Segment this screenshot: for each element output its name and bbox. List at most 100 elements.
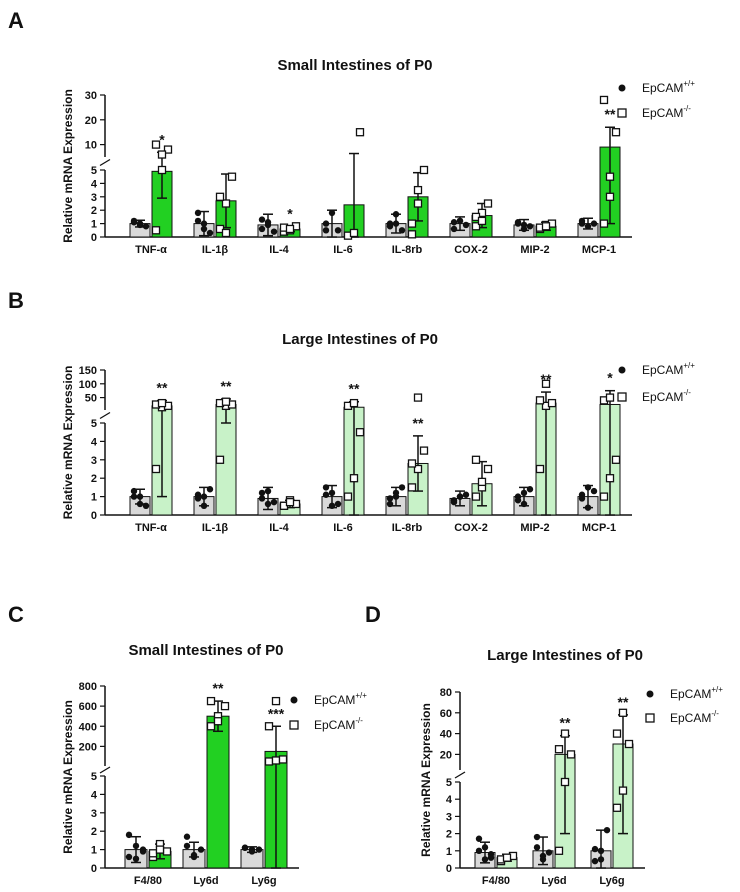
data-point — [566, 750, 576, 759]
data-point — [597, 847, 605, 854]
legend-marker — [617, 108, 627, 118]
data-point — [533, 833, 541, 841]
data-point — [215, 455, 225, 464]
data-point — [545, 849, 553, 856]
data-point — [139, 848, 147, 855]
data-point — [194, 209, 202, 217]
data-point — [349, 228, 359, 238]
data-point — [599, 95, 609, 105]
y-tick-label: 800 — [79, 681, 97, 693]
y-tick-label: 150 — [79, 365, 97, 377]
data-point — [227, 172, 237, 181]
data-point — [206, 722, 216, 731]
x-tick-label: MCP-1 — [582, 522, 616, 534]
chart-title: Large Intestines of P0 — [487, 647, 643, 664]
data-point — [200, 220, 208, 227]
data-point — [584, 223, 592, 230]
data-point — [597, 856, 605, 863]
data-point — [413, 185, 423, 195]
data-point — [520, 489, 528, 497]
data-point — [200, 493, 208, 500]
legend-marker — [290, 696, 298, 704]
data-point — [477, 216, 487, 226]
data-point — [220, 701, 230, 711]
legend-marker — [618, 366, 626, 374]
y-tick-label: 50 — [85, 393, 97, 405]
data-point — [163, 145, 173, 154]
data-point — [392, 211, 400, 218]
data-point — [206, 486, 214, 493]
data-point — [578, 220, 586, 227]
data-point — [271, 756, 281, 765]
axis-break-mark — [99, 766, 111, 774]
axis-break-mark — [454, 771, 466, 779]
data-point — [264, 219, 272, 226]
data-point — [386, 495, 394, 502]
data-point — [599, 219, 609, 228]
data-point — [407, 459, 417, 468]
data-point — [514, 220, 522, 227]
x-tick-label: IL-8rb — [392, 522, 423, 534]
data-point — [355, 428, 365, 437]
significance-marker: ** — [413, 415, 424, 431]
data-point — [132, 855, 140, 862]
significance-marker: *** — [268, 705, 285, 721]
y-tick-label: 2 — [91, 826, 97, 838]
data-point — [264, 500, 272, 508]
data-point — [278, 755, 288, 764]
data-point — [221, 199, 231, 208]
y-axis-label: Relative mRNA Expression — [61, 700, 75, 854]
data-point — [213, 717, 223, 726]
legend-label: EpCAM+/+ — [642, 79, 695, 95]
panel-d: D Large Intestines of P0 Relative mRNA Exp… — [365, 602, 723, 887]
y-tick-label: 4 — [91, 436, 98, 448]
panel-a: A Small Intestines of P0 Relative mRNA Exp… — [8, 8, 695, 256]
chart-title: Large Intestines of P0 — [282, 331, 438, 348]
significance-marker: ** — [541, 371, 552, 387]
chart-title: Small Intestines of P0 — [128, 642, 283, 659]
legend-label: EpCAM+/+ — [670, 685, 723, 701]
data-point — [270, 498, 278, 506]
panel-label: C — [8, 602, 24, 627]
x-tick-label: IL-6 — [333, 522, 353, 534]
data-point — [334, 227, 342, 234]
data-point — [541, 379, 551, 388]
x-tick-label: MCP-1 — [582, 244, 616, 256]
data-point — [591, 845, 599, 853]
data-point — [258, 216, 266, 223]
data-point — [605, 474, 615, 483]
data-point — [392, 493, 400, 500]
data-point — [611, 455, 621, 464]
data-point — [514, 497, 522, 504]
data-point — [136, 500, 144, 508]
data-point — [285, 497, 295, 507]
data-point — [157, 398, 167, 408]
data-point — [162, 847, 172, 856]
y-tick-label: 4 — [91, 178, 98, 190]
data-point — [407, 219, 417, 228]
data-point — [477, 477, 487, 487]
significance-marker: ** — [605, 106, 616, 122]
data-point — [554, 846, 564, 855]
y-tick-label: 200 — [79, 741, 97, 753]
data-point — [590, 487, 598, 495]
bar — [206, 715, 230, 869]
y-tick-label: 10 — [85, 140, 97, 152]
x-tick-label: F4/80 — [134, 875, 162, 887]
data-point — [578, 495, 586, 502]
data-point — [612, 803, 622, 812]
significance-marker: * — [607, 370, 613, 386]
data-point — [151, 140, 161, 149]
data-point — [215, 192, 225, 201]
data-point — [612, 729, 622, 738]
data-point — [456, 217, 464, 225]
data-point — [475, 847, 483, 854]
data-point — [605, 192, 615, 201]
legend-label: EpCAM+/+ — [642, 361, 695, 377]
significance-marker: ** — [213, 680, 224, 696]
x-tick-label: Ly6g — [251, 875, 276, 887]
data-point — [190, 851, 198, 859]
data-point — [258, 225, 266, 233]
legend-label: EpCAM+/+ — [314, 691, 367, 707]
data-point — [328, 209, 336, 217]
